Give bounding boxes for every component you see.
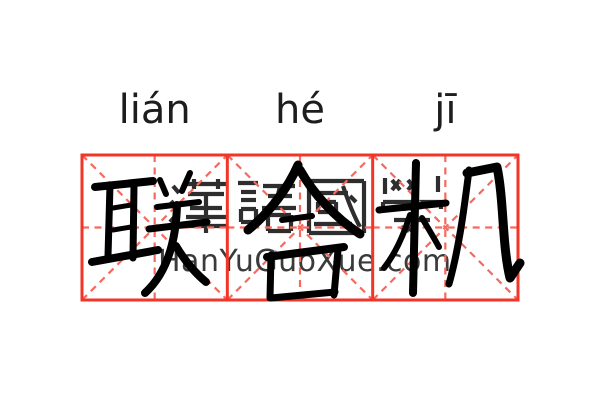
- hanzi-character-3: 机: [373, 156, 518, 301]
- pinyin-syllable-1: lián: [118, 87, 191, 133]
- pinyin-syllable-2: hé: [275, 87, 325, 133]
- hanzi-text-row: 联 合 机: [82, 156, 518, 301]
- grid-borders: [80, 153, 520, 302]
- hanzi-he-glyph: [243, 160, 365, 302]
- hanzi-ji-glyph: [375, 159, 525, 297]
- hanzi-lian-glyph: [88, 170, 211, 297]
- pinyin-syllable-3: jī: [434, 87, 457, 133]
- hanzi-glyphs: [88, 159, 525, 302]
- hanzi-character-2: 合: [227, 156, 372, 301]
- hanzi-character-1: 联: [82, 156, 227, 301]
- pinyin-row: lián hé jī: [82, 84, 518, 136]
